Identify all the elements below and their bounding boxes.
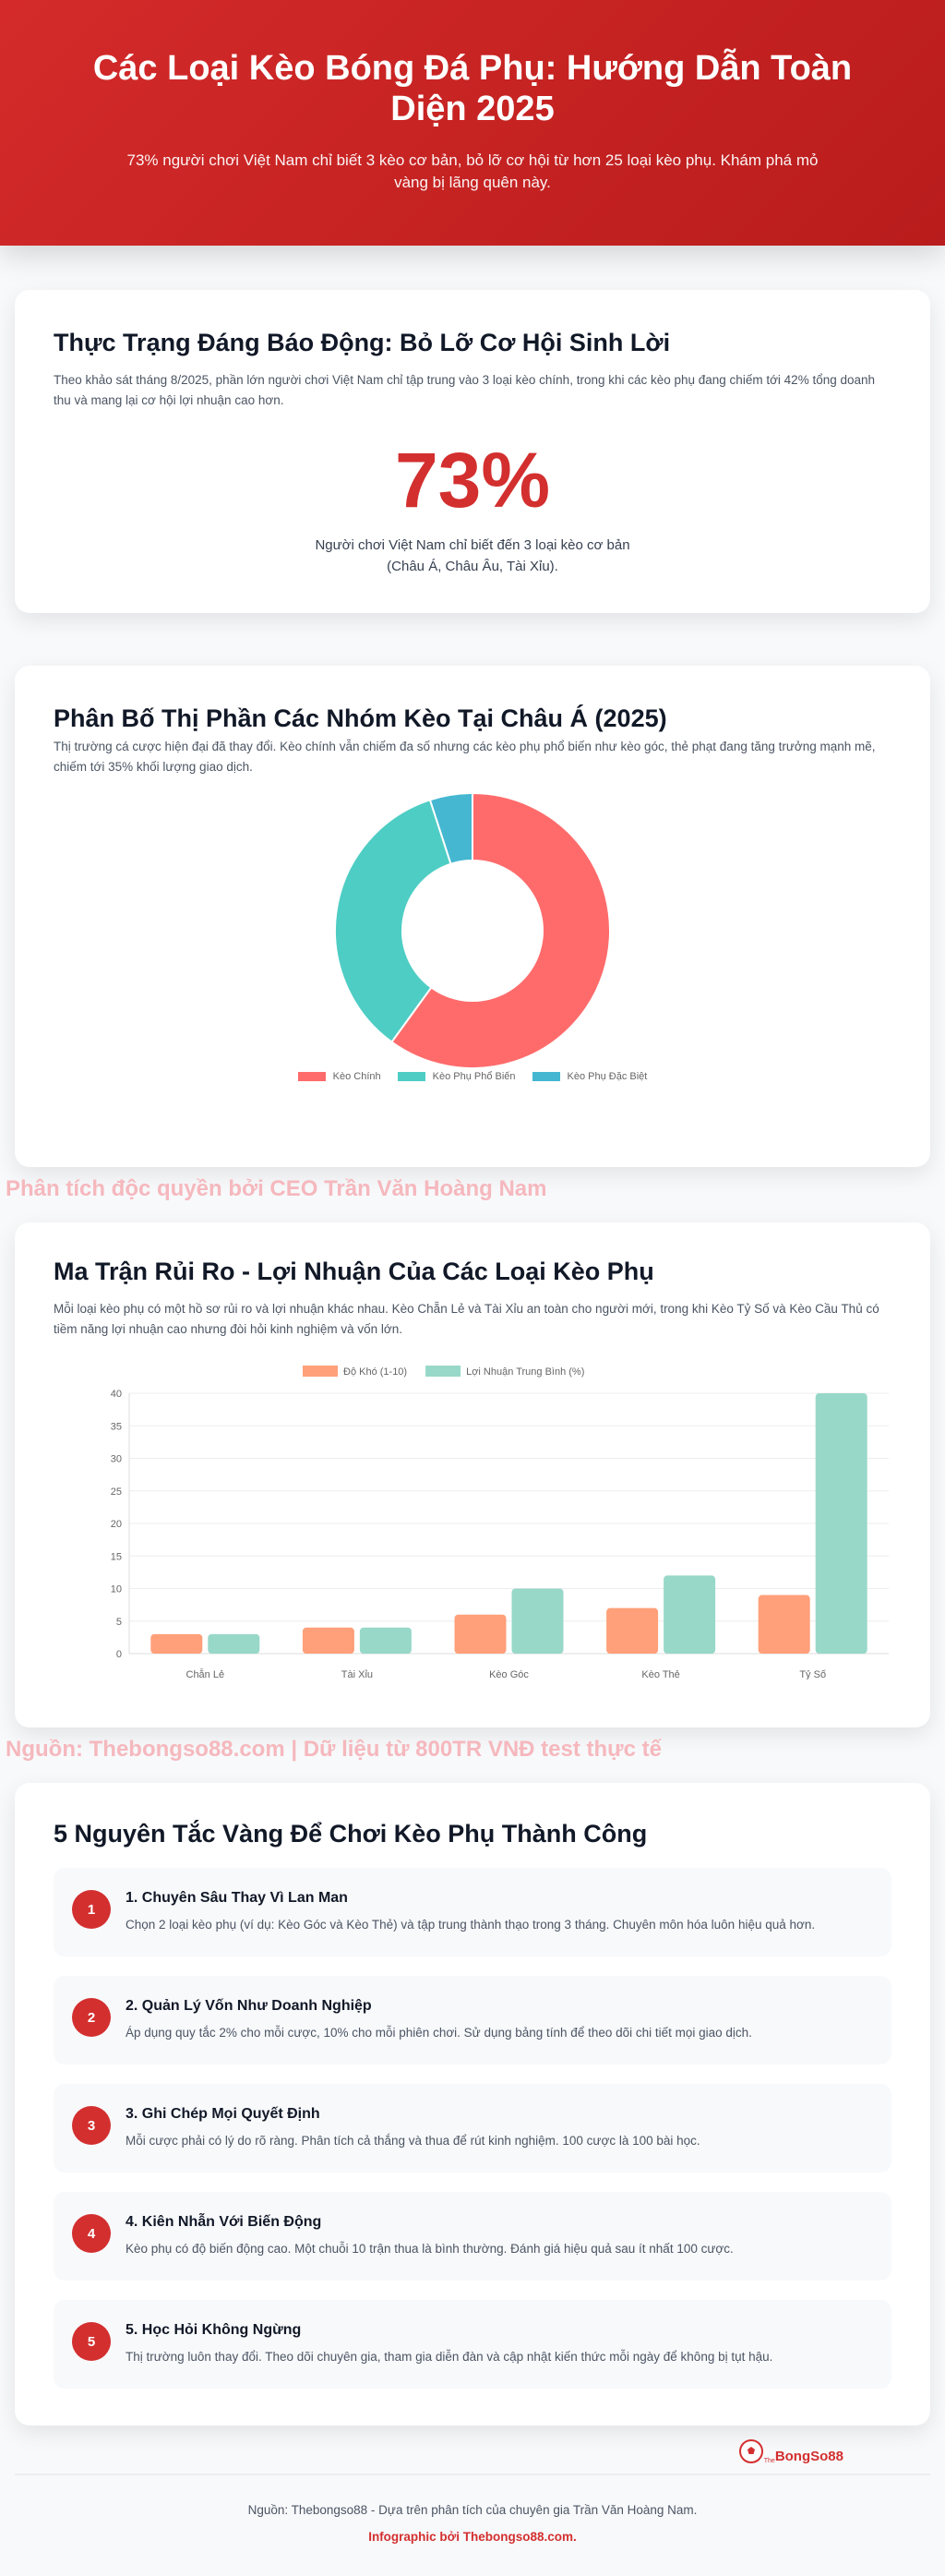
step-number-badge: 1	[72, 1890, 111, 1929]
y-tick-label: 15	[111, 1551, 122, 1562]
principle-title: 5. Học Hỏi Không Ngừng	[126, 2322, 302, 2338]
principle-item: 5 5. Học Hỏi Không Ngừng Thị trường luôn t…	[54, 2300, 891, 2389]
footer-source: Nguồn: Thebongso88 - Dựa trên phân tích …	[247, 2503, 698, 2517]
principle-desc: Áp dụng quy tắc 2% cho mỗi cược, 10% cho…	[126, 2026, 752, 2040]
principle-item: 3 3. Ghi Chép Mọi Quyết Định Mỗi cược phải…	[54, 2084, 891, 2173]
section-title: Phân Bố Thị Phần Các Nhóm Kèo Tại Châu Á…	[54, 704, 667, 732]
stat-card: Thực Trạng Đáng Báo Động: Bỏ Lỡ Cơ Hội S…	[15, 290, 930, 613]
step-number-badge: 2	[72, 1998, 111, 2037]
bar[interactable]	[359, 1627, 412, 1654]
bar[interactable]	[606, 1607, 659, 1654]
bar[interactable]	[511, 1588, 564, 1655]
step-number-badge: 5	[72, 2322, 111, 2361]
x-tick-label: Tài Xỉu	[341, 1669, 373, 1679]
section-title: Ma Trận Rủi Ro - Lợi Nhuận Của Các Loại …	[54, 1258, 654, 1285]
donut-slice[interactable]	[428, 791, 473, 865]
donut-card: Phân Bố Thị Phần Các Nhóm Kèo Tại Châu Á…	[15, 666, 930, 1167]
watermark-source: Nguồn: Thebongso88.com | Dữ liệu từ 800T…	[6, 1737, 662, 1762]
principle-desc: Thị trường luôn thay đổi. Theo dõi chuyê…	[126, 2350, 773, 2364]
legend-swatch[interactable]	[303, 1366, 338, 1377]
x-tick-label: Chẵn Lẻ	[186, 1668, 225, 1679]
legend-swatch	[532, 1072, 560, 1082]
donut-chart	[334, 791, 611, 1069]
step-number-badge: 3	[72, 2106, 111, 2145]
logo-area: The BongSo88	[0, 2426, 945, 2474]
legend-item[interactable]: Kèo Phụ Phổ Biến	[397, 1071, 516, 1082]
bar[interactable]	[150, 1633, 203, 1654]
legend-swatch	[297, 1072, 326, 1082]
legend-swatch[interactable]	[425, 1366, 461, 1377]
y-tick-label: 20	[111, 1519, 122, 1530]
section-title: 5 Nguyên Tắc Vàng Để Chơi Kèo Phụ Thành …	[54, 1820, 648, 1848]
logo-prefix: The	[763, 2458, 775, 2464]
legend-label: Độ Khó (1-10)	[343, 1366, 407, 1378]
y-tick-label: 35	[111, 1421, 122, 1432]
watermark-author: Phân tích độc quyền bởi CEO Trần Văn Hoà…	[6, 1176, 547, 1201]
y-tick-label: 0	[116, 1649, 122, 1660]
legend-swatch	[397, 1072, 425, 1082]
donut-slice[interactable]	[334, 799, 452, 1043]
legend-label: Kèo Phụ Đặc Biệt	[567, 1071, 648, 1082]
legend-label: Kèo Phụ Phổ Biến	[432, 1071, 516, 1082]
brand-logo: The BongSo88	[738, 2438, 843, 2464]
principle-item: 2 2. Quản Lý Vốn Như Doanh Nghiệp Áp dụng …	[54, 1976, 891, 2064]
x-tick-label: Tỷ Số	[799, 1669, 826, 1679]
stat-caption: Người chơi Việt Nam chỉ biết đến 3 loại …	[315, 537, 630, 553]
footer-credit: Infographic bởi Thebongso88.com.	[368, 2530, 577, 2544]
section-title: Thực Trạng Đáng Báo Động: Bỏ Lỡ Cơ Hội S…	[54, 329, 671, 356]
y-tick-label: 25	[111, 1487, 122, 1498]
section-desc: Thị trường cá cược hiện đại đã thay đổi.…	[54, 740, 876, 774]
stat-caption-detail: (Châu Á, Châu Âu, Tài Xỉu).	[387, 559, 558, 574]
y-tick-label: 30	[111, 1454, 122, 1465]
principle-title: 3. Ghi Chép Mọi Quyết Định	[126, 2106, 320, 2122]
principle-title: 2. Quản Lý Vốn Như Doanh Nghiệp	[126, 1998, 372, 2014]
x-tick-label: Kèo Thẻ	[641, 1669, 679, 1679]
principle-title: 4. Kiên Nhẫn Với Biến Động	[126, 2214, 322, 2230]
legend-item[interactable]: Kèo Phụ Đặc Biệt	[532, 1071, 648, 1082]
bar[interactable]	[302, 1627, 354, 1654]
y-tick-label: 10	[111, 1584, 122, 1595]
footer: Nguồn: Thebongso88 - Dựa trên phân tích …	[0, 2475, 945, 2573]
legend-label: Lợi Nhuận Trung Bình (%)	[466, 1366, 584, 1378]
donut-legend: Kèo Chính Kèo Phụ Phổ Biến Kèo Phụ Đặc Biệ…	[54, 1071, 891, 1082]
legend-label: Kèo Chính	[332, 1071, 381, 1082]
section-desc: Theo khảo sát tháng 8/2025, phần lớn ngư…	[54, 373, 876, 407]
legend-item[interactable]: Kèo Chính	[297, 1071, 381, 1082]
principle-item: 1 1. Chuyên Sâu Thay Vì Lan Man Chọn 2 loạ…	[54, 1868, 891, 1956]
principle-title: 1. Chuyên Sâu Thay Vì Lan Man	[126, 1890, 348, 1906]
principle-desc: Chọn 2 loại kèo phụ (ví dụ: Kèo Góc và K…	[126, 1918, 816, 1932]
page-title: Các Loại Kèo Bóng Đá Phụ: Hướng Dẫn Toàn…	[92, 49, 853, 128]
principle-item: 4 4. Kiên Nhẫn Với Biến Động Kèo phụ có độ…	[54, 2192, 891, 2281]
hero-subtitle: 73% người chơi Việt Nam chỉ biết 3 kèo c…	[126, 151, 819, 191]
hero-banner: Các Loại Kèo Bóng Đá Phụ: Hướng Dẫn Toàn…	[0, 0, 945, 246]
x-tick-label: Kèo Góc	[489, 1669, 529, 1679]
principle-desc: Kèo phụ có độ biến động cao. Một chuỗi 1…	[126, 2242, 734, 2256]
bar[interactable]	[454, 1614, 507, 1654]
divider	[15, 2474, 930, 2475]
principles-card: 5 Nguyên Tắc Vàng Để Chơi Kèo Phụ Thành …	[15, 1783, 930, 2426]
bar[interactable]	[815, 1393, 867, 1654]
logo-text: BongSo88	[774, 2449, 843, 2464]
soccer-ball-icon	[738, 2439, 763, 2463]
principle-desc: Mỗi cược phải có lý do rõ ràng. Phân tíc…	[126, 2134, 700, 2148]
section-desc: Mỗi loại kèo phụ có một hồ sơ rủi ro và …	[54, 1302, 879, 1336]
stat-value: 73%	[394, 437, 551, 524]
bar[interactable]	[664, 1575, 716, 1654]
bar[interactable]	[758, 1595, 810, 1654]
y-tick-label: 5	[116, 1617, 122, 1628]
bar[interactable]	[208, 1633, 260, 1654]
bar-chart: Độ Khó (1-10) Lợi Nhuận Trung Bình (%) 0 5 1…	[111, 1366, 889, 1679]
y-tick-label: 40	[111, 1389, 122, 1400]
bar-card: Ma Trận Rủi Ro - Lợi Nhuận Của Các Loại …	[15, 1222, 930, 1727]
step-number-badge: 4	[72, 2214, 111, 2253]
donut-slice[interactable]	[390, 791, 611, 1069]
